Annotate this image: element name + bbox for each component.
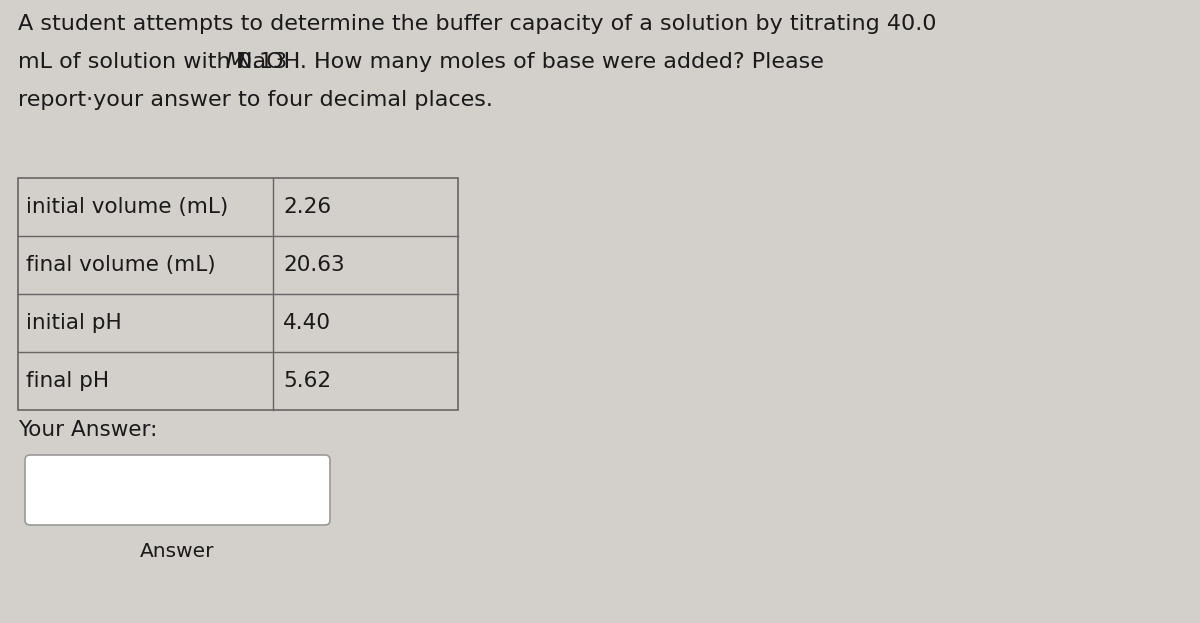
FancyBboxPatch shape xyxy=(25,455,330,525)
Text: M: M xyxy=(226,52,245,72)
Text: 5.62: 5.62 xyxy=(283,371,331,391)
Text: initial volume (mL): initial volume (mL) xyxy=(26,197,228,217)
Text: 20.63: 20.63 xyxy=(283,255,344,275)
Text: A student attempts to determine the buffer capacity of a solution by titrating 4: A student attempts to determine the buff… xyxy=(18,14,936,34)
Text: initial pH: initial pH xyxy=(26,313,121,333)
Text: mL of solution with 0.13: mL of solution with 0.13 xyxy=(18,52,294,72)
Text: final pH: final pH xyxy=(26,371,109,391)
Text: Answer: Answer xyxy=(140,542,215,561)
Text: 4.40: 4.40 xyxy=(283,313,331,333)
Text: final volume (mL): final volume (mL) xyxy=(26,255,216,275)
Text: Your Answer:: Your Answer: xyxy=(18,420,157,440)
Bar xyxy=(18,178,458,410)
Text: report·your answer to four decimal places.: report·your answer to four decimal place… xyxy=(18,90,493,110)
Text: NaOH. How many moles of base were added? Please: NaOH. How many moles of base were added?… xyxy=(236,52,824,72)
Text: 2.26: 2.26 xyxy=(283,197,331,217)
